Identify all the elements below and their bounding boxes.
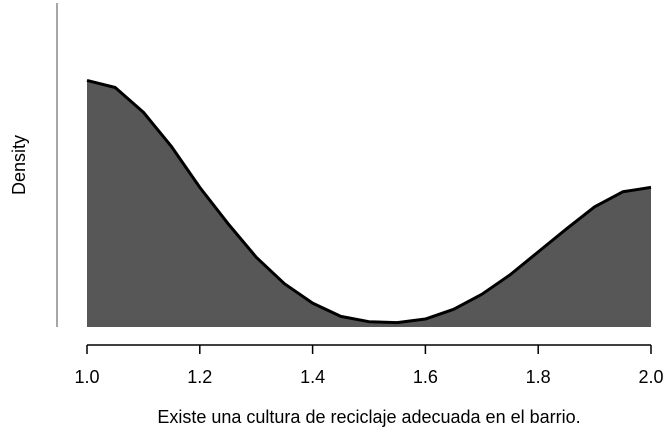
y-axis-label: Density [9,135,29,195]
density-line [86,78,652,325]
x-tick-label: 1.4 [300,367,325,387]
density-area [87,80,651,327]
x-tick-label: 1.0 [74,367,99,387]
x-tick-label: 2.0 [638,367,663,387]
x-axis-label: Existe una cultura de reciclaje adecuada… [157,407,580,427]
x-tick-label: 1.2 [187,367,212,387]
x-tick-label: 1.8 [526,367,551,387]
x-tick-label: 1.6 [413,367,438,387]
